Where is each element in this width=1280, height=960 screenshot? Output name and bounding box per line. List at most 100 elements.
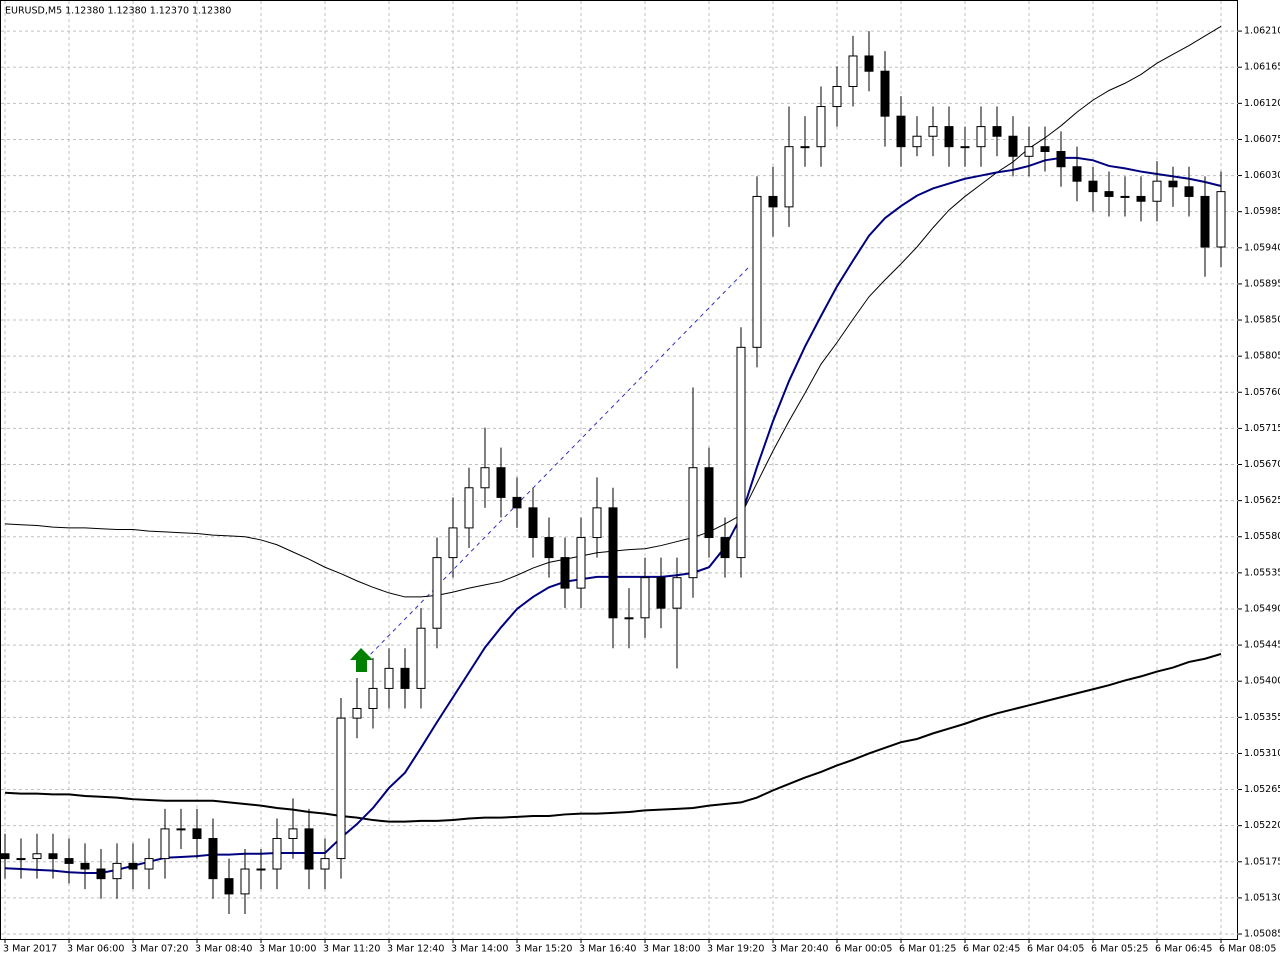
candle-body xyxy=(976,126,986,148)
candle-body xyxy=(1104,191,1114,197)
candle-body xyxy=(528,507,538,539)
candle-body xyxy=(496,467,506,498)
y-tick-label: 1.05445 xyxy=(1244,640,1280,651)
x-tick-label: 6 Mar 08:05 xyxy=(1219,944,1276,955)
x-tick-label: 3 Mar 15:20 xyxy=(515,944,572,955)
x-tick-label: 3 Mar 06:00 xyxy=(67,944,124,955)
candle-body xyxy=(64,858,74,864)
candle-body xyxy=(96,868,106,880)
candle-body xyxy=(784,146,794,208)
y-tick-label: 1.05940 xyxy=(1244,242,1280,253)
candle-body xyxy=(288,828,298,840)
y-tick-label: 1.05985 xyxy=(1244,206,1280,217)
candle-body xyxy=(848,55,858,87)
candle-body xyxy=(1168,180,1178,188)
candle-body xyxy=(752,195,762,348)
candle-body xyxy=(944,126,954,148)
candle-body xyxy=(1040,146,1050,152)
y-tick-label: 1.05490 xyxy=(1244,603,1280,614)
buy-arrow xyxy=(350,648,373,672)
x-tick-label: 3 Mar 10:00 xyxy=(259,944,316,955)
candle-body xyxy=(128,862,138,870)
candle-body xyxy=(832,85,842,108)
candle-body xyxy=(560,557,570,589)
candle-body xyxy=(464,487,474,529)
x-tick-label: 3 Mar 2017 xyxy=(3,944,57,955)
y-tick-label: 1.05355 xyxy=(1244,712,1280,723)
y-tick-label: 1.05580 xyxy=(1244,531,1280,542)
y-tick-label: 1.06165 xyxy=(1244,62,1280,73)
candle-body xyxy=(208,838,218,880)
candle-body xyxy=(176,828,186,831)
y-tick-label: 1.05715 xyxy=(1244,423,1280,434)
y-tick-label: 1.06210 xyxy=(1244,26,1280,37)
x-tick-label: 3 Mar 18:00 xyxy=(643,944,700,955)
candle-body xyxy=(736,346,746,559)
x-tick-label: 3 Mar 07:20 xyxy=(131,944,188,955)
candle-body xyxy=(1056,150,1066,168)
candle-body xyxy=(0,853,10,860)
candle-body xyxy=(880,70,890,117)
candle-body xyxy=(576,537,586,589)
candle-body xyxy=(768,195,778,208)
candle-body xyxy=(1008,135,1018,157)
y-tick-label: 1.06030 xyxy=(1244,170,1280,181)
candle-body xyxy=(592,507,602,539)
x-tick-label: 6 Mar 06:45 xyxy=(1155,944,1212,955)
candle-body xyxy=(992,126,1002,137)
y-tick-label: 1.06075 xyxy=(1244,134,1280,145)
x-tick-label: 6 Mar 05:25 xyxy=(1091,944,1148,955)
candle-body xyxy=(704,467,714,539)
candle-body xyxy=(160,828,170,860)
candle-body xyxy=(1088,180,1098,193)
candle-body xyxy=(928,126,938,137)
x-tick-label: 6 Mar 02:45 xyxy=(963,944,1020,955)
x-tick-label: 3 Mar 12:40 xyxy=(387,944,444,955)
candle-body xyxy=(240,868,250,895)
ma-line xyxy=(4,652,1222,823)
y-tick-label: 1.05310 xyxy=(1244,748,1280,759)
y-tick-label: 1.05220 xyxy=(1244,820,1280,831)
x-tick-label: 3 Mar 20:40 xyxy=(771,944,828,955)
candle-body xyxy=(80,862,90,870)
candle-body xyxy=(112,862,122,880)
y-tick-label: 1.05850 xyxy=(1244,315,1280,326)
x-tick-label: 6 Mar 04:05 xyxy=(1027,944,1084,955)
y-tick-label: 1.05670 xyxy=(1244,459,1280,470)
trend-line xyxy=(364,267,749,661)
candle-body xyxy=(320,858,330,870)
candle-body xyxy=(624,617,634,620)
y-tick-label: 1.05805 xyxy=(1244,351,1280,362)
candle-body xyxy=(480,467,490,489)
candle-body xyxy=(400,667,410,689)
y-tick-label: 1.06120 xyxy=(1244,98,1280,109)
y-tick-label: 1.05760 xyxy=(1244,387,1280,398)
candle-body xyxy=(1024,146,1034,157)
candle-body xyxy=(656,577,666,609)
x-tick-label: 3 Mar 19:20 xyxy=(707,944,764,955)
y-tick-label: 1.05130 xyxy=(1244,892,1280,903)
candle-body xyxy=(272,838,282,870)
candle-body xyxy=(912,135,922,148)
candle-body xyxy=(416,627,426,689)
candle-body xyxy=(384,667,394,689)
x-tick-label: 3 Mar 11:20 xyxy=(323,944,380,955)
x-tick-label: 6 Mar 01:25 xyxy=(899,944,956,955)
x-tick-label: 3 Mar 14:00 xyxy=(451,944,508,955)
candle-body xyxy=(144,858,154,870)
candle-body xyxy=(608,507,618,619)
candle-body xyxy=(800,146,810,149)
y-tick-label: 1.05175 xyxy=(1244,856,1280,867)
candle-body xyxy=(32,853,42,860)
candle-body xyxy=(1136,195,1146,202)
candle-body xyxy=(1200,195,1210,248)
candle-body xyxy=(688,467,698,579)
y-tick-label: 1.05535 xyxy=(1244,567,1280,578)
candle-body xyxy=(48,853,58,860)
candle-body xyxy=(16,858,26,861)
grid xyxy=(1,1,1238,939)
x-tick-label: 3 Mar 16:40 xyxy=(579,944,636,955)
candle-body xyxy=(352,707,362,719)
candle-body xyxy=(816,106,826,148)
